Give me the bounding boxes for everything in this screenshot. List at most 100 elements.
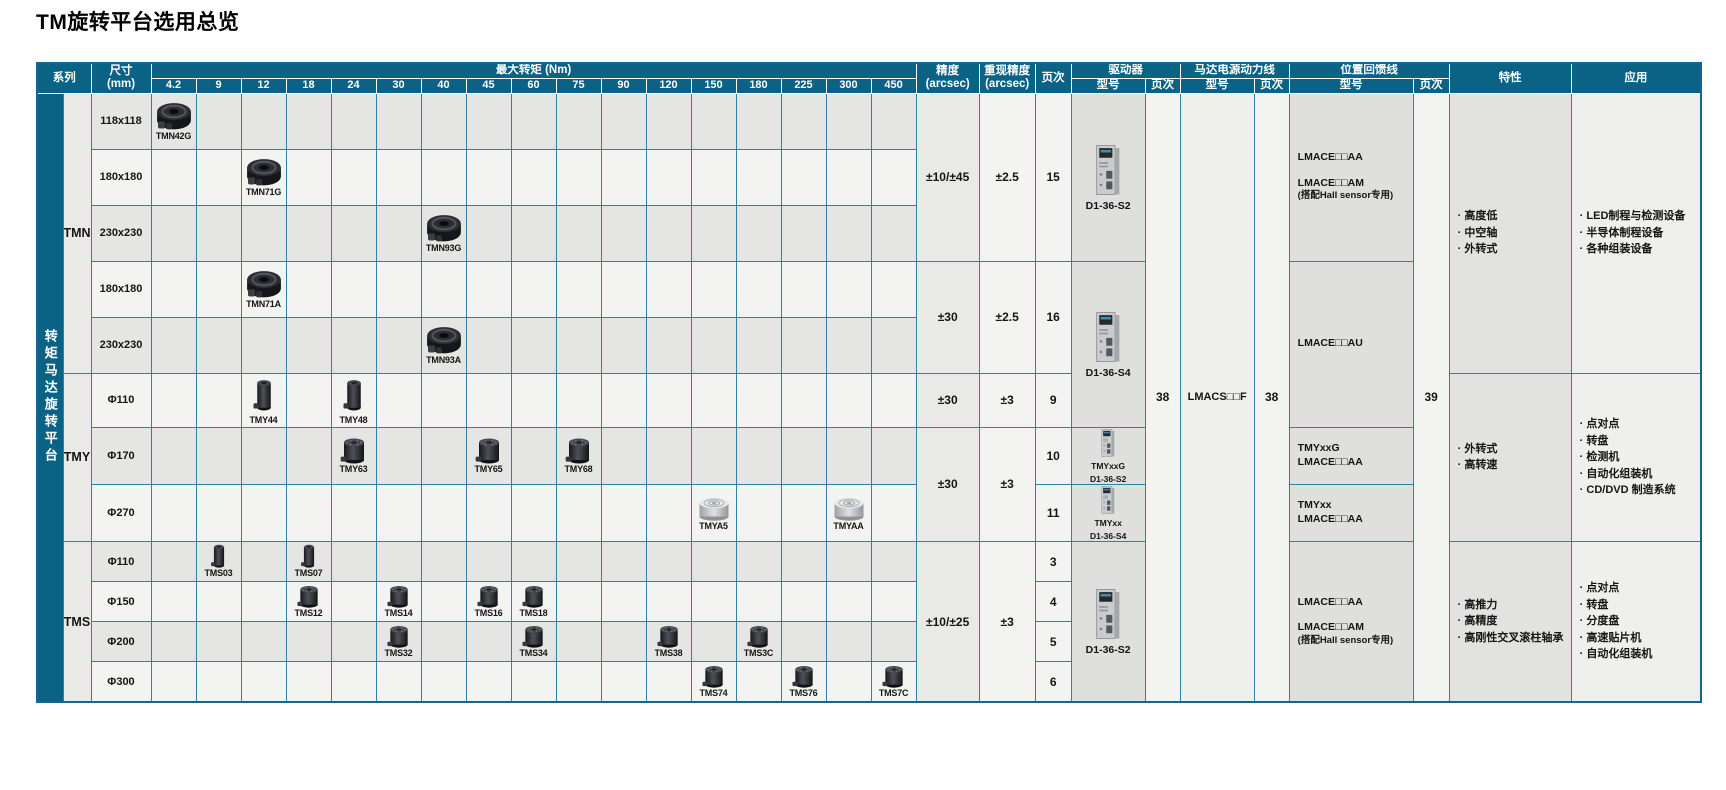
header-driver: 驱动器 bbox=[1070, 62, 1181, 79]
product-TMY65: TMY65 bbox=[467, 435, 510, 476]
servo-drive-image bbox=[1094, 586, 1122, 642]
product-image bbox=[654, 623, 684, 649]
torque-cell-180 bbox=[735, 92, 782, 150]
torque-cell-300 bbox=[825, 581, 872, 623]
torque-cell-12: TMN71G bbox=[240, 148, 287, 206]
product-image bbox=[789, 663, 819, 689]
header-applications: 应用 bbox=[1570, 62, 1702, 94]
driver-block: D1-36-S4 bbox=[1072, 309, 1144, 380]
torque-cell-60 bbox=[510, 661, 557, 703]
feedback-model-line: LMACE□□AA bbox=[1297, 513, 1363, 526]
torque-cell-120 bbox=[645, 92, 692, 150]
torque-cell-12 bbox=[240, 541, 287, 583]
product-image bbox=[384, 583, 414, 609]
feature-item: 高精度 bbox=[1458, 613, 1569, 630]
torque-cell-300 bbox=[825, 316, 872, 374]
torque-cell-450 bbox=[870, 92, 917, 150]
feedback-cable-model: LMACE□□AU bbox=[1288, 260, 1414, 428]
torque-cell-90 bbox=[600, 426, 647, 485]
torque-cell-60 bbox=[510, 260, 557, 318]
product-TMS7C: TMS7C bbox=[872, 663, 915, 700]
product-TMS38: TMS38 bbox=[647, 623, 690, 660]
torque-cell-18 bbox=[285, 148, 332, 206]
product-image bbox=[243, 156, 285, 188]
torque-cell-30: TMS32 bbox=[375, 621, 422, 663]
torque-cell-150 bbox=[690, 426, 737, 485]
torque-col-header: 12 bbox=[240, 77, 287, 94]
product-TMS3C: TMS3C bbox=[737, 623, 780, 660]
product-image bbox=[699, 663, 729, 689]
torque-cell-180: TMS3C bbox=[735, 621, 782, 663]
series-label-tmn: TMN bbox=[62, 92, 92, 374]
header-accuracy: 精度 (arcsec) bbox=[915, 62, 980, 94]
torque-cell-9 bbox=[195, 204, 242, 262]
page-number: 5 bbox=[1034, 621, 1072, 663]
header-series: 系列 bbox=[36, 62, 92, 94]
driver-block: TMYxxG D1-36-S2 bbox=[1072, 428, 1144, 483]
torque-cell-180 bbox=[735, 581, 782, 623]
torque-cell-75 bbox=[555, 204, 602, 262]
torque-cell-450: TMS7C bbox=[870, 661, 917, 703]
torque-cell-225 bbox=[780, 260, 827, 318]
torque-cell-30 bbox=[375, 316, 422, 374]
torque-cell-60 bbox=[510, 316, 557, 374]
torque-cell-30 bbox=[375, 148, 422, 206]
torque-cell-12: TMN71A bbox=[240, 260, 287, 318]
table-row: TMY Φ110 TMY44 TMY48 ±30 ±3 9 外转式 高转速 点对点 … bbox=[37, 372, 1702, 543]
table-row: Φ200 TMS32 TMS34 TMS38 TMS3C 5 bbox=[37, 621, 1701, 663]
driver-model-cell: TMYxxG D1-36-S2 bbox=[1070, 426, 1146, 485]
torque-cell-75 bbox=[555, 372, 602, 428]
torque-cell-4.2 bbox=[150, 541, 197, 583]
torque-cell-30 bbox=[375, 204, 422, 262]
torque-cell-150 bbox=[690, 260, 737, 318]
category-side-label: 转矩马达旋转平台 bbox=[42, 329, 58, 466]
torque-cell-9 bbox=[195, 426, 242, 485]
torque-cell-75 bbox=[555, 621, 602, 663]
torque-cell-45: TMS16 bbox=[465, 581, 512, 623]
table-row: Φ170 TMY63 TMY65 TMY68 ±30 ±3 10 TMYxxG D1-… bbox=[37, 426, 1701, 543]
product-label: TMN42G bbox=[155, 130, 192, 141]
selection-table: 系列 尺寸 (mm) 最大转矩 (Nm) 精度 (arcsec) 重现精度 (a… bbox=[36, 62, 1703, 703]
torque-cell-9 bbox=[195, 581, 242, 623]
application-item: 点对点 bbox=[1580, 580, 1699, 597]
torque-cell-75 bbox=[555, 316, 602, 374]
product-TMS16: TMS16 bbox=[467, 583, 510, 620]
feature-item: 中空轴 bbox=[1458, 225, 1569, 242]
torque-cell-150 bbox=[690, 204, 737, 262]
torque-cell-12 bbox=[240, 581, 287, 623]
feedback-model-line: TMYxxG bbox=[1297, 442, 1340, 455]
torque-cell-75 bbox=[555, 541, 602, 583]
product-image bbox=[423, 324, 465, 356]
header-page: 页次 bbox=[1034, 62, 1072, 94]
header-row-groups: 系列 尺寸 (mm) 最大转矩 (Nm) 精度 (arcsec) 重现精度 (a… bbox=[36, 62, 1702, 94]
torque-col-header: 60 bbox=[510, 77, 557, 94]
table-row: TMS Φ110 TMS03 TMS07 ±10/±25 ±3 3 D1-36-S2… bbox=[37, 541, 1702, 703]
product-image bbox=[744, 623, 774, 649]
features-cell-tmy: 外转式 高转速 bbox=[1448, 372, 1572, 543]
product-image bbox=[294, 583, 324, 609]
torque-cell-18 bbox=[285, 661, 332, 703]
page-number: 4 bbox=[1034, 581, 1072, 623]
torque-cell-90 bbox=[600, 661, 647, 703]
table-row: Φ270 TMYA5 TMYAA 11 TMYxx D1-36-S4 TMYxx L… bbox=[37, 483, 1701, 543]
torque-cell-30 bbox=[375, 661, 422, 703]
product-image bbox=[694, 493, 734, 522]
torque-cell-225 bbox=[780, 316, 827, 374]
product-TMS03: TMS03 bbox=[197, 543, 240, 580]
feedback-model-line: LMACE□□AA bbox=[1297, 455, 1363, 468]
product-TMS12: TMS12 bbox=[287, 583, 330, 620]
size-cell: 230x230 bbox=[90, 204, 152, 262]
torque-cell-45 bbox=[465, 661, 512, 703]
header-driver-model: 型号 bbox=[1070, 77, 1146, 94]
product-TMN93A: TMN93A bbox=[422, 324, 466, 367]
torque-cell-225 bbox=[780, 541, 827, 583]
torque-cell-300 bbox=[825, 661, 872, 703]
torque-cell-24 bbox=[330, 204, 377, 262]
torque-cell-120 bbox=[645, 372, 692, 428]
feature-item: 高推力 bbox=[1458, 597, 1569, 614]
product-TMY44: TMY44 bbox=[242, 374, 285, 426]
table-row: 转矩马达旋转平台 TMN 118x118 TMN42G ±10/±45 ±2.5 … bbox=[36, 92, 1702, 703]
torque-cell-120 bbox=[645, 316, 692, 374]
torque-cell-18 bbox=[285, 621, 332, 663]
page-number: 16 bbox=[1034, 260, 1072, 374]
